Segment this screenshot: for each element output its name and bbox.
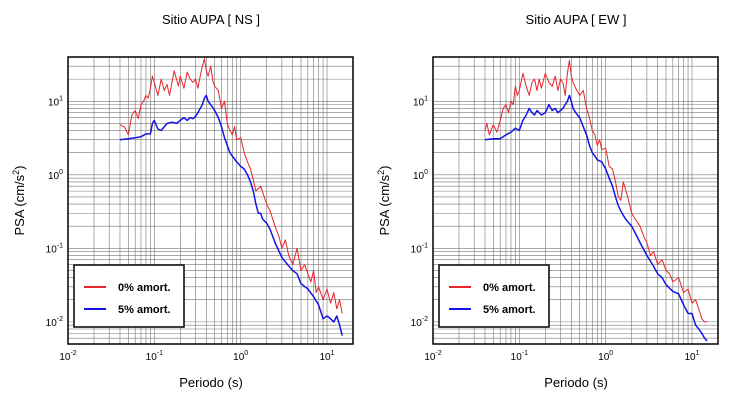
legend-label: 5% amort. [483, 304, 536, 316]
chart-title: Sitio AUPA [ EW ] [526, 12, 627, 27]
y-tick-label: 100 [48, 169, 63, 182]
legend: 0% amort. 5% amort. [438, 264, 550, 328]
series-line-amort-0 [119, 58, 343, 314]
plot-frame [432, 56, 719, 345]
x-tick-label: 10-2 [424, 350, 441, 363]
y-tick-label: 10-1 [411, 242, 428, 255]
x-tick-label: 10-1 [511, 350, 528, 363]
legend-label: 0% amort. [483, 282, 536, 294]
series-line-amort-5 [119, 94, 343, 336]
chart-panel-0: Sitio AUPA [ NS ] 10-2 10-1 100 101 10-2 10-1 1… [11, 12, 354, 390]
series-line-amort-5 [484, 94, 708, 342]
y-tick-label: 101 [413, 95, 428, 108]
x-tick-label: 100 [598, 350, 613, 363]
legend-box [438, 264, 550, 328]
legend-label: 5% amort. [118, 304, 171, 316]
legend-label: 0% amort. [118, 282, 171, 294]
x-tick-label: 101 [319, 350, 334, 363]
y-tick-label: 10-1 [46, 242, 63, 255]
y-axis-label: PSA (cm/s2) [376, 165, 392, 235]
series-line-amort-0 [484, 59, 708, 323]
x-axis-label: Periodo (s) [179, 375, 243, 390]
legend-box [73, 264, 185, 328]
y-tick-label: 101 [48, 95, 63, 108]
x-tick-label: 100 [233, 350, 248, 363]
y-tick-label: 100 [413, 169, 428, 182]
chart-title: Sitio AUPA [ NS ] [162, 12, 260, 27]
x-tick-label: 10-2 [59, 350, 76, 363]
legend: 0% amort. 5% amort. [73, 264, 185, 328]
chart-panel-1: Sitio AUPA [ EW ] 10-2 10-1 100 101 10-2 10-1 1… [376, 12, 719, 390]
x-axis-label: Periodo (s) [544, 375, 608, 390]
x-tick-label: 101 [684, 350, 699, 363]
plot-frame [67, 56, 354, 345]
y-tick-label: 10-2 [411, 316, 428, 329]
x-tick-label: 10-1 [146, 350, 163, 363]
y-tick-label: 10-2 [46, 316, 63, 329]
y-axis-label: PSA (cm/s2) [11, 165, 27, 235]
